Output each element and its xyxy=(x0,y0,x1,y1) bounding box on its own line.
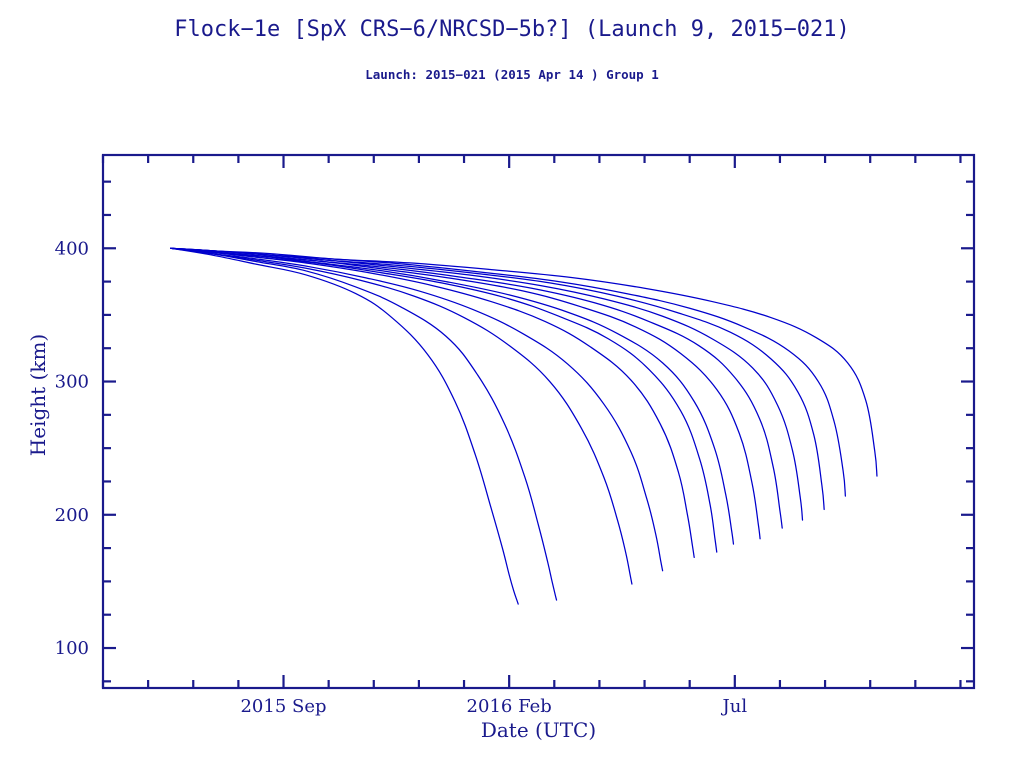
y-axis-tick-labels: 400 300 200 100 xyxy=(55,238,89,659)
decay-curve xyxy=(170,247,761,540)
y-tick-label: 200 xyxy=(55,505,89,526)
chart-title: Flock−1e [SpX CRS−6/NRCSD−5b?] (Launch 9… xyxy=(174,17,850,42)
decay-curve xyxy=(170,247,878,477)
x-axis-ticks xyxy=(101,155,962,688)
decay-curve xyxy=(170,247,558,601)
x-axis-tick-labels: 2015 Sep 2016 Feb Jul xyxy=(240,696,747,717)
x-axis-label: Date (UTC) xyxy=(480,718,597,742)
decay-curve xyxy=(170,247,825,511)
decay-curve xyxy=(170,247,519,605)
decay-curve xyxy=(170,247,633,585)
decay-curve xyxy=(170,247,783,529)
y-tick-label: 100 xyxy=(55,638,89,659)
chart-subtitle: Launch: 2015−021 (2015 Apr 14 ) Group 1 xyxy=(365,67,659,82)
decay-curve xyxy=(170,247,804,521)
decay-curve xyxy=(170,247,664,572)
decay-curves xyxy=(170,247,878,605)
x-tick-label: 2015 Sep xyxy=(240,696,326,717)
decay-curve xyxy=(170,247,847,497)
y-tick-label: 400 xyxy=(55,238,89,259)
decay-curve xyxy=(170,247,718,553)
x-tick-label: 2016 Feb xyxy=(467,696,552,717)
plot-frame xyxy=(101,153,976,690)
y-axis-ticks xyxy=(103,180,974,683)
x-tick-label: Jul xyxy=(721,696,748,717)
decay-curve xyxy=(170,247,735,545)
y-tick-label: 300 xyxy=(55,372,89,393)
